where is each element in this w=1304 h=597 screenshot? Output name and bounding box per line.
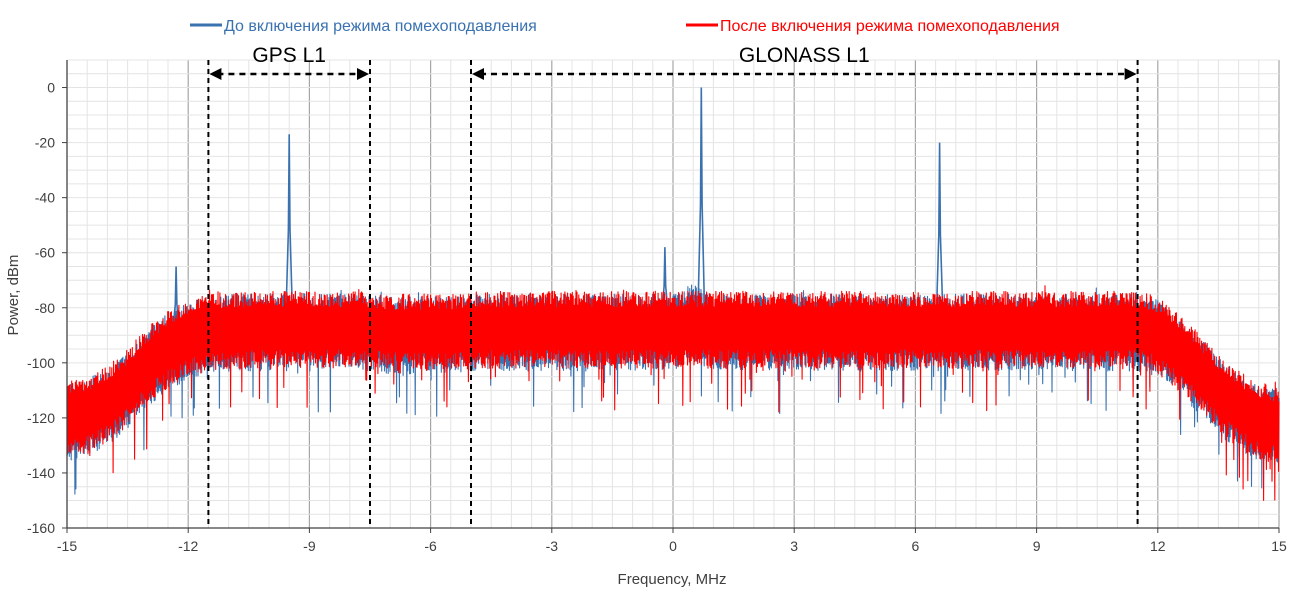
x-tick-label: -3 xyxy=(546,538,559,554)
axes: -15 -12 -9 -6 -3 0 3 6 9 12 15 0 -20 -40 -60 -80 -100 -12… xyxy=(27,60,1287,554)
x-tick-label: -9 xyxy=(303,538,316,554)
y-tick-label: -40 xyxy=(35,190,55,206)
series-peak xyxy=(697,87,706,310)
x-tick-label: 3 xyxy=(790,538,798,554)
gridlines xyxy=(66,59,1280,529)
arrow-head-left xyxy=(209,68,222,80)
band-annotation: GPS L1 xyxy=(207,44,371,528)
band-label: GLONASS L1 xyxy=(739,44,870,67)
y-axis-title: Power, dBm xyxy=(5,255,22,336)
series-peak xyxy=(935,142,944,317)
band-annotations: GPS L1 GLONASS L1 xyxy=(207,44,1139,528)
series-peak xyxy=(285,134,294,314)
legend-label-before: До включения режима помехоподавления xyxy=(224,18,537,35)
x-tick-label: 0 xyxy=(669,538,677,554)
series-line xyxy=(66,285,1280,501)
y-tick-label: -120 xyxy=(27,410,55,426)
arrow-head-left xyxy=(472,68,484,80)
y-tick-label: -160 xyxy=(27,520,55,536)
x-tick-label: -15 xyxy=(57,538,77,554)
y-tick-label: -60 xyxy=(35,245,55,261)
y-tick-label: -100 xyxy=(27,355,55,371)
band-label: GPS L1 xyxy=(252,44,326,67)
x-tick-label: 6 xyxy=(912,538,920,554)
y-tick-label: 0 xyxy=(47,80,55,96)
band-annotation: GLONASS L1 xyxy=(470,44,1139,528)
series-layer xyxy=(66,87,1280,501)
x-tick-label: -12 xyxy=(178,538,198,554)
y-tick-label: -140 xyxy=(27,465,55,481)
legend: До включения режима помехоподавления Пос… xyxy=(190,18,1060,35)
y-tick-label: -20 xyxy=(35,135,55,151)
x-tick-label: 12 xyxy=(1150,538,1166,554)
y-tick-label: -80 xyxy=(35,300,55,316)
x-tick-label: 15 xyxy=(1271,538,1287,554)
x-tick-label: 9 xyxy=(1033,538,1041,554)
x-tick-label: -6 xyxy=(424,538,437,554)
legend-label-after: После включения режима помехоподавления xyxy=(720,18,1060,35)
arrow-head-right xyxy=(1124,68,1137,80)
series-1 xyxy=(66,285,1280,501)
x-axis-title: Frequency, MHz xyxy=(618,571,727,588)
arrow-head-right xyxy=(357,68,369,80)
